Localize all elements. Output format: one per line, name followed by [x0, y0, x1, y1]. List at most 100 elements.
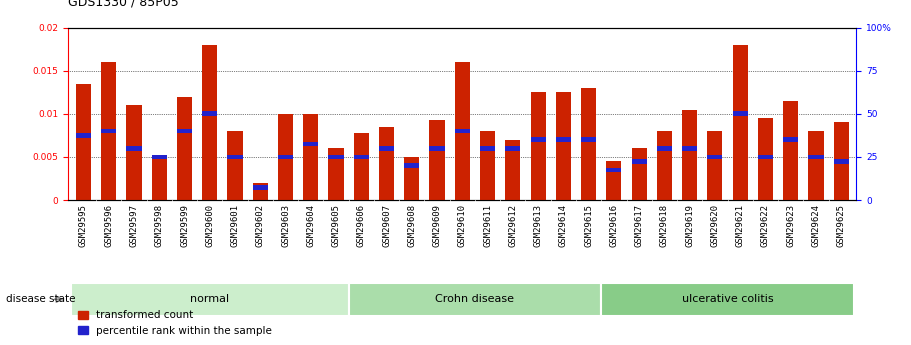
Text: GSM29624: GSM29624 — [812, 204, 821, 247]
Bar — [682, 110, 697, 200]
Text: GSM29617: GSM29617 — [635, 204, 644, 247]
Text: GSM29602: GSM29602 — [256, 204, 265, 247]
Bar — [682, 146, 697, 151]
Bar — [783, 101, 798, 200]
Bar — [631, 159, 647, 164]
Bar — [228, 155, 242, 159]
Text: GSM29615: GSM29615 — [584, 204, 593, 247]
Text: GSM29614: GSM29614 — [558, 204, 568, 247]
Text: GSM29599: GSM29599 — [180, 204, 189, 247]
Text: GSM29620: GSM29620 — [711, 204, 720, 247]
Text: GSM29623: GSM29623 — [786, 204, 795, 247]
Text: GSM29608: GSM29608 — [407, 204, 416, 247]
Text: Crohn disease: Crohn disease — [435, 294, 515, 304]
Bar — [202, 45, 218, 200]
Text: GSM29611: GSM29611 — [483, 204, 492, 247]
Bar — [808, 131, 824, 200]
Bar — [76, 133, 91, 138]
Text: GSM29600: GSM29600 — [205, 204, 214, 247]
Bar — [379, 127, 394, 200]
Bar — [707, 155, 722, 159]
Bar — [556, 137, 571, 142]
Bar — [379, 146, 394, 151]
Text: GSM29609: GSM29609 — [433, 204, 442, 247]
Text: GSM29603: GSM29603 — [281, 204, 290, 247]
Bar — [151, 155, 167, 159]
Text: GSM29604: GSM29604 — [306, 204, 315, 247]
Bar — [834, 159, 849, 164]
Text: ulcerative colitis: ulcerative colitis — [681, 294, 773, 304]
Bar — [556, 92, 571, 200]
Bar — [607, 168, 621, 172]
Text: GSM29613: GSM29613 — [534, 204, 543, 247]
Bar — [530, 137, 546, 142]
Bar — [607, 161, 621, 200]
Text: GSM29616: GSM29616 — [609, 204, 619, 247]
Text: GSM29607: GSM29607 — [382, 204, 391, 247]
Bar — [506, 140, 520, 200]
Bar — [657, 131, 672, 200]
Text: GSM29618: GSM29618 — [660, 204, 669, 247]
Bar — [329, 148, 343, 200]
Bar — [303, 142, 318, 146]
Bar — [177, 129, 192, 134]
Bar — [71, 283, 349, 316]
Bar — [581, 137, 596, 142]
Bar — [151, 157, 167, 200]
Bar — [404, 163, 419, 168]
Text: GSM29619: GSM29619 — [685, 204, 694, 247]
Bar — [252, 185, 268, 189]
Text: GSM29595: GSM29595 — [79, 204, 88, 247]
Bar — [252, 183, 268, 200]
Bar — [278, 155, 293, 159]
Bar — [127, 105, 141, 200]
Text: GSM29622: GSM29622 — [761, 204, 770, 247]
Bar — [758, 155, 773, 159]
Legend: transformed count, percentile rank within the sample: transformed count, percentile rank withi… — [74, 306, 277, 340]
Bar — [278, 114, 293, 200]
Text: GSM29597: GSM29597 — [129, 204, 138, 247]
Bar — [480, 131, 496, 200]
Bar — [303, 114, 318, 200]
Bar — [127, 146, 141, 151]
Bar — [808, 155, 824, 159]
Text: GSM29601: GSM29601 — [230, 204, 240, 247]
Bar — [101, 129, 117, 134]
Bar — [480, 146, 496, 151]
Text: disease state: disease state — [6, 294, 76, 304]
Bar — [429, 120, 445, 200]
Bar — [228, 131, 242, 200]
Bar — [631, 148, 647, 200]
Bar — [177, 97, 192, 200]
Bar — [353, 155, 369, 159]
Text: GDS1330 / 85P05: GDS1330 / 85P05 — [68, 0, 179, 9]
Text: GSM29612: GSM29612 — [508, 204, 517, 247]
Text: GSM29621: GSM29621 — [736, 204, 744, 247]
Bar — [581, 88, 596, 200]
Bar — [783, 137, 798, 142]
Bar — [349, 283, 601, 316]
Bar — [455, 62, 470, 200]
Bar — [76, 84, 91, 200]
Bar — [329, 155, 343, 159]
Bar — [530, 92, 546, 200]
Bar — [601, 283, 854, 316]
Text: GSM29606: GSM29606 — [357, 204, 366, 247]
Text: normal: normal — [190, 294, 230, 304]
Text: GSM29596: GSM29596 — [104, 204, 113, 247]
Bar — [202, 111, 218, 116]
Bar — [353, 133, 369, 200]
Bar — [404, 157, 419, 200]
Bar — [429, 146, 445, 151]
Bar — [506, 146, 520, 151]
Bar — [834, 122, 849, 200]
Bar — [732, 111, 748, 116]
Text: GSM29605: GSM29605 — [332, 204, 341, 247]
Text: GSM29598: GSM29598 — [155, 204, 164, 247]
Bar — [657, 146, 672, 151]
Bar — [732, 45, 748, 200]
Bar — [707, 131, 722, 200]
Text: GSM29625: GSM29625 — [836, 204, 845, 247]
Bar — [758, 118, 773, 200]
Text: GSM29610: GSM29610 — [458, 204, 466, 247]
